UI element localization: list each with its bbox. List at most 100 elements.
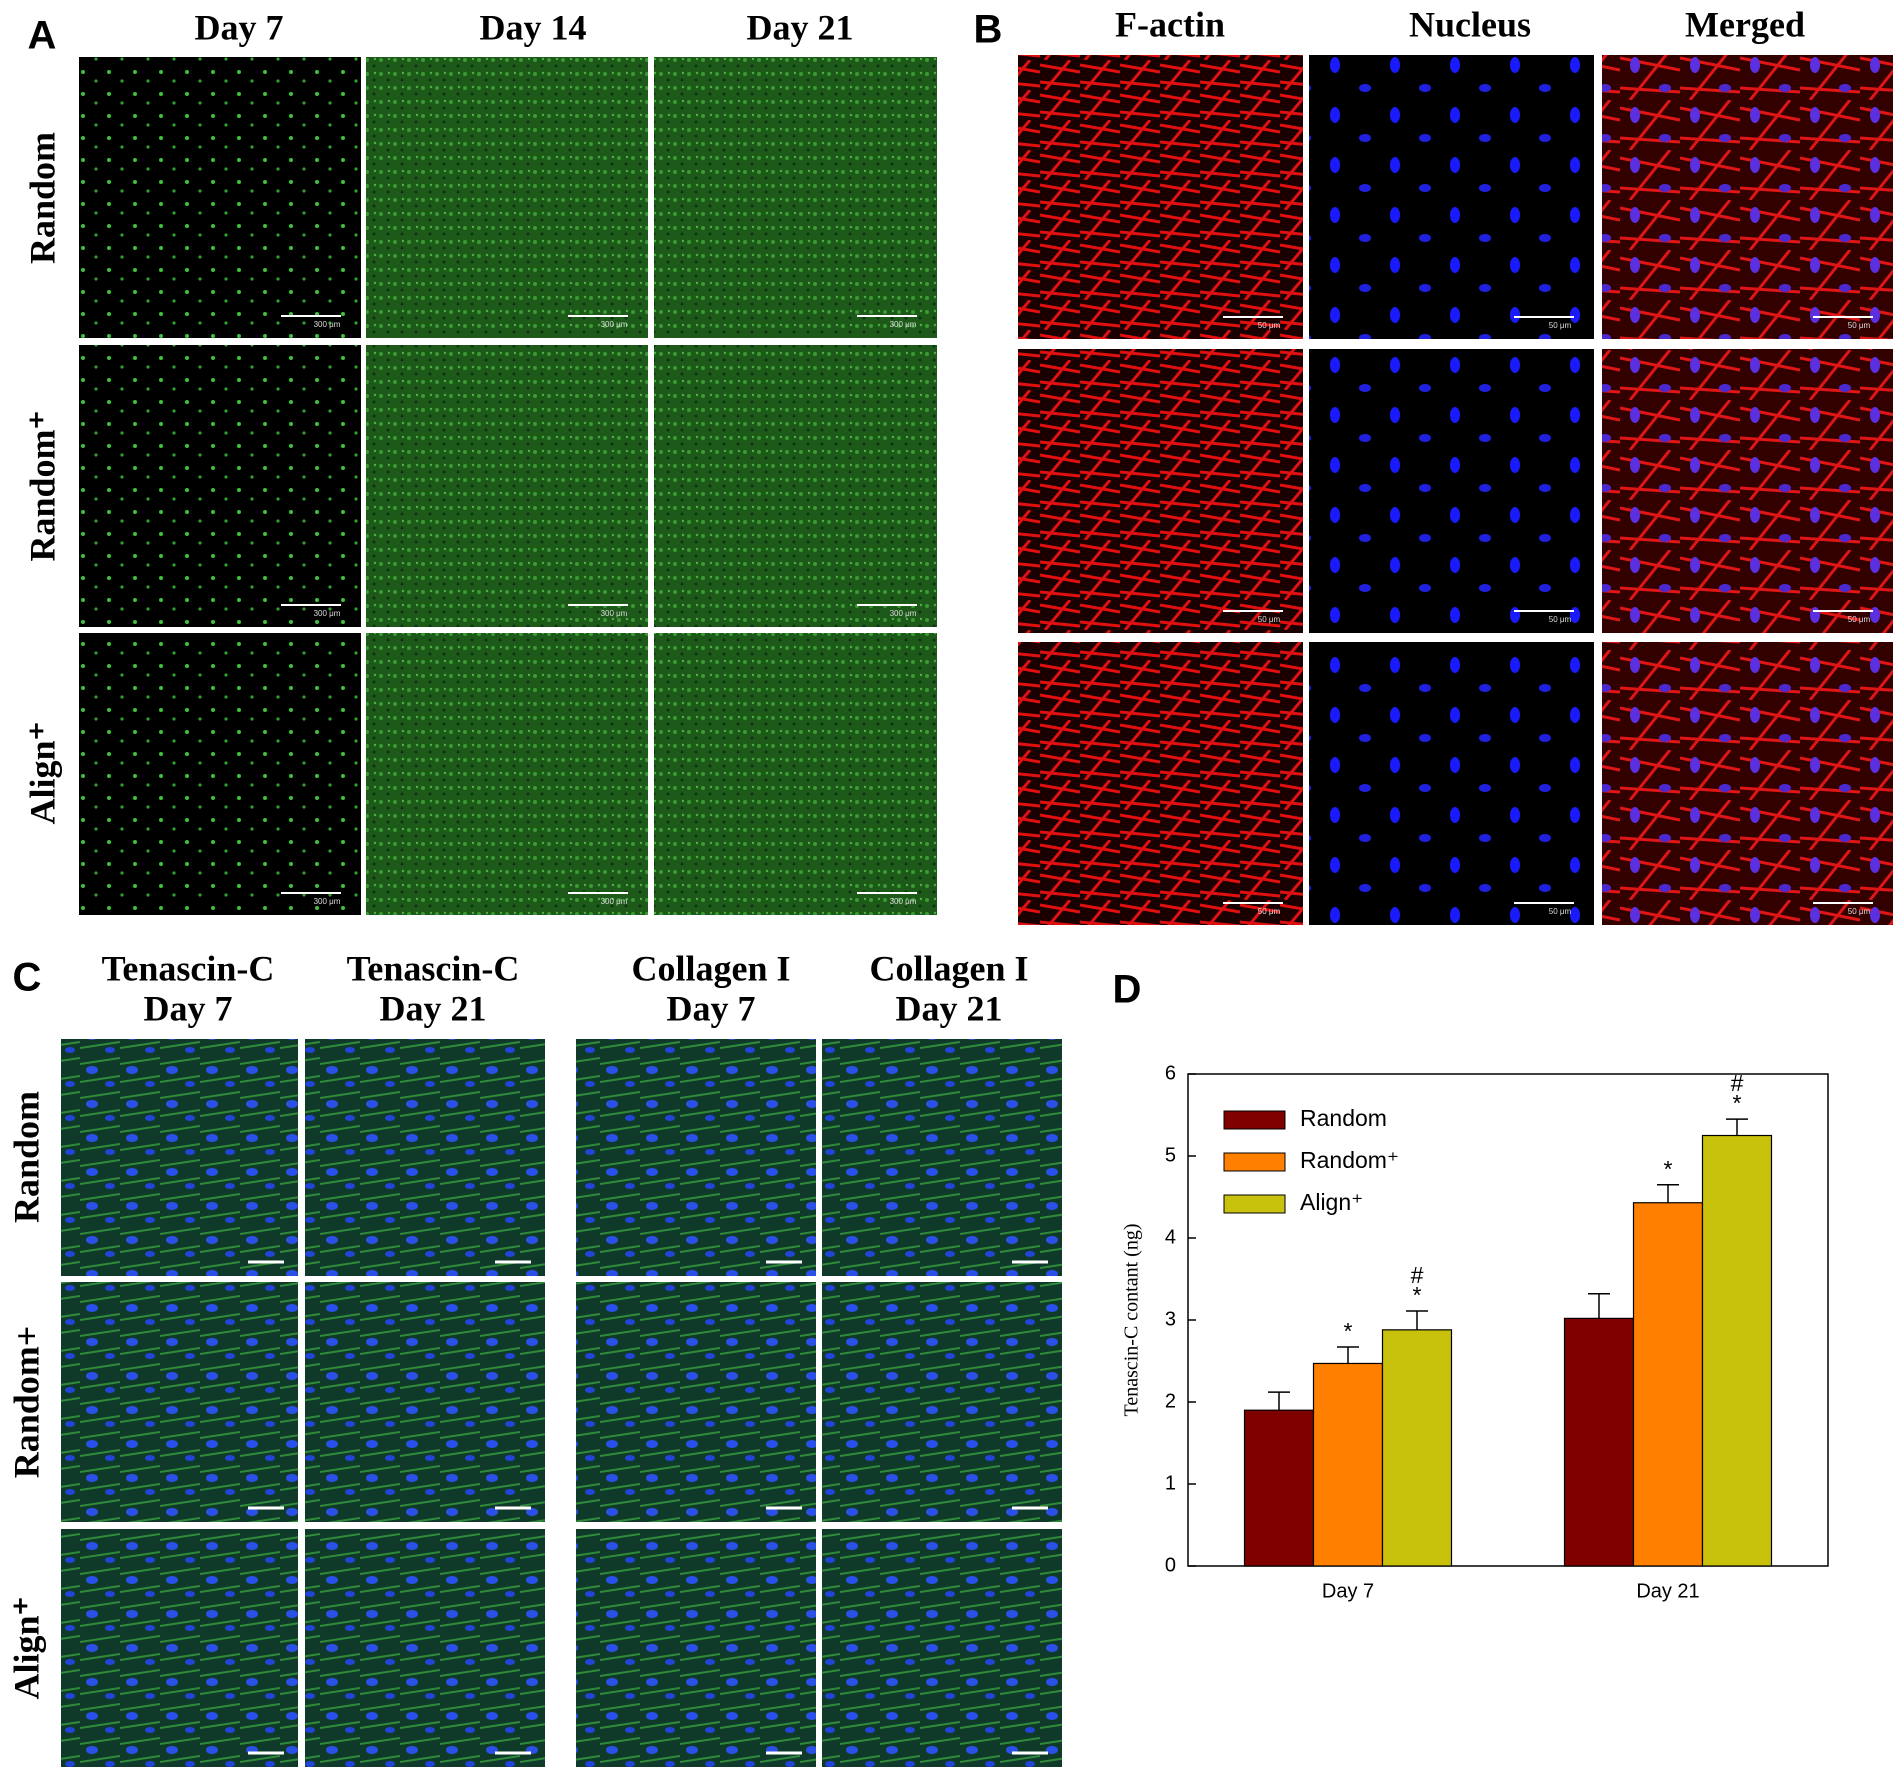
scale-bar-label: 300 μm: [314, 609, 341, 618]
scale-bar-label: 300 μm: [314, 897, 341, 906]
micrograph: [1018, 349, 1303, 633]
micrograph: [305, 1039, 545, 1276]
column-header: Day 7: [195, 7, 284, 47]
scale-bar-label: 50 μm: [1258, 321, 1281, 330]
micrograph: [79, 57, 361, 338]
micrograph: [822, 1282, 1062, 1522]
micrograph: [1602, 349, 1893, 633]
micrograph: [79, 633, 361, 915]
scale-bar-label: 50 μm: [1258, 907, 1281, 916]
scale-bar-label: 50 μm: [1549, 615, 1572, 624]
column-header: Nucleus: [1409, 4, 1531, 44]
legend-swatch: [1223, 1152, 1286, 1172]
micrograph: [576, 1282, 816, 1522]
legend-label: Random⁺: [1300, 1147, 1399, 1173]
column-header: Day 7: [144, 988, 233, 1028]
scale-bar-label: 300 μm: [314, 320, 341, 329]
x-tick-label: Day 21: [1636, 1580, 1699, 1602]
significance-mark: *: [1733, 1090, 1742, 1116]
scale-bar-label: 300 μm: [601, 897, 628, 906]
micrograph: [366, 57, 648, 338]
row-header: Align⁺: [6, 1596, 46, 1699]
y-tick-label: 3: [1165, 1308, 1176, 1330]
column-header: Tenascin-C: [102, 948, 275, 988]
row-header: Random: [6, 1091, 46, 1223]
row-header: Random+: [6, 1326, 46, 1479]
micrograph: [61, 1282, 298, 1522]
micrograph: [1602, 642, 1893, 925]
scale-bar-label: 50 μm: [1549, 321, 1572, 330]
error-bar: [1406, 1310, 1428, 1330]
micrograph: [576, 1039, 816, 1276]
micrograph: [822, 1529, 1062, 1767]
scale-bar-label: 300 μm: [890, 897, 917, 906]
y-tick-label: 5: [1165, 1144, 1176, 1166]
bar: [1632, 1202, 1704, 1567]
column-header: Merged: [1685, 4, 1805, 44]
micrograph: [305, 1282, 545, 1522]
micrograph: [366, 345, 648, 627]
micrograph: [79, 345, 361, 627]
micrograph: [1309, 349, 1594, 633]
scale-bar-label: 300 μm: [601, 609, 628, 618]
column-header: Day 21: [896, 988, 1003, 1028]
significance-mark: #: [1411, 1262, 1424, 1288]
column-header: Day 21: [747, 7, 854, 47]
scale-bar-label: 50 μm: [1848, 615, 1871, 624]
y-tick-label: 0: [1165, 1554, 1176, 1576]
bar: [1701, 1134, 1773, 1567]
column-header: Collagen I: [631, 948, 790, 988]
error-bar: [1268, 1391, 1290, 1411]
scale-bar-label: 300 μm: [601, 320, 628, 329]
significance-mark: *: [1344, 1318, 1353, 1344]
scale-bar-label: 50 μm: [1848, 321, 1871, 330]
row-header: Random: [22, 132, 62, 264]
micrograph: [822, 1039, 1062, 1276]
row-header: Align⁺: [22, 721, 62, 824]
y-tick-label: 6: [1165, 1062, 1176, 1084]
bar: [1312, 1362, 1384, 1567]
micrograph: [654, 57, 937, 338]
micrograph: [1018, 642, 1303, 925]
panel-label: B: [974, 8, 1003, 52]
column-header: Day 21: [380, 988, 487, 1028]
panel-label: D: [1113, 968, 1142, 1012]
column-header: Day 7: [667, 988, 756, 1028]
y-tick-label: 1: [1165, 1472, 1176, 1494]
micrograph: [1018, 55, 1303, 339]
column-header: Tenascin-C: [347, 948, 520, 988]
scale-bar-label: 50 μm: [1258, 615, 1281, 624]
micrograph: [1309, 55, 1594, 339]
micrograph: [1602, 55, 1893, 339]
scale-bar-label: 50 μm: [1549, 907, 1572, 916]
y-axis-label: Tenascin-C contant (ng): [1121, 1224, 1143, 1417]
micrograph: [654, 633, 937, 915]
legend-swatch: [1223, 1110, 1286, 1130]
micrograph: [61, 1039, 298, 1276]
legend-label: Random: [1300, 1105, 1387, 1131]
micrograph: [576, 1529, 816, 1767]
y-tick-label: 2: [1165, 1390, 1176, 1412]
significance-mark: *: [1413, 1282, 1422, 1308]
scale-bar-label: 50 μm: [1848, 907, 1871, 916]
bar: [1563, 1317, 1635, 1567]
error-bar: [1657, 1183, 1679, 1203]
error-bar: [1337, 1346, 1359, 1364]
column-header: Collagen I: [869, 948, 1028, 988]
column-header: F-actin: [1115, 4, 1225, 44]
significance-mark: *: [1664, 1156, 1673, 1182]
row-header: Random⁺: [22, 410, 62, 561]
y-tick-label: 4: [1165, 1226, 1176, 1248]
x-tick-label: Day 7: [1322, 1580, 1374, 1602]
micrograph: [61, 1529, 298, 1767]
micrograph: [305, 1529, 545, 1767]
micrograph: [654, 345, 937, 627]
legend-swatch: [1223, 1194, 1286, 1214]
micrograph: [366, 633, 648, 915]
panel-label: C: [13, 956, 42, 1000]
significance-mark: #: [1731, 1070, 1744, 1096]
scale-bar-label: 300 μm: [890, 609, 917, 618]
panel-label: A: [28, 14, 57, 58]
bar: [1381, 1329, 1453, 1567]
